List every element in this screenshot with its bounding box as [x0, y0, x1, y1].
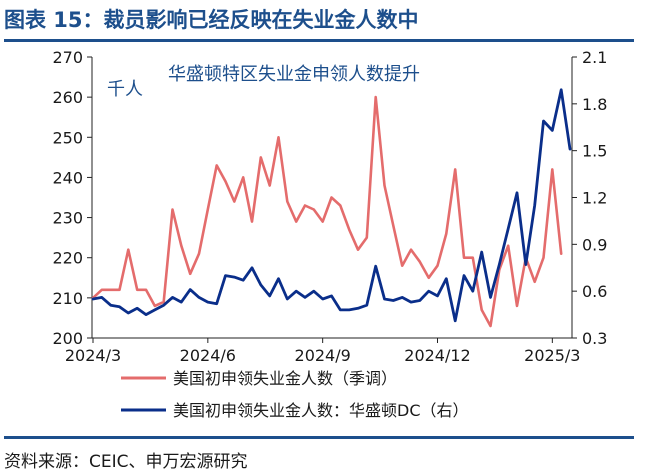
source-note: 资料来源：CEIC、申万宏源研究 — [4, 452, 248, 472]
right-tick-label: 0.6 — [582, 282, 607, 301]
chart-texts: 千人 华盛顿特区失业金申领人数提升 — [107, 64, 420, 100]
right-tick-label: 1.8 — [582, 95, 607, 114]
chart-axes: 200 210 220 230 240 250 260 270 0.3 0.6 0.9 1.2 1.5 1… — [52, 48, 607, 365]
footer-rule — [4, 436, 634, 439]
left-tick-label: 230 — [52, 209, 83, 228]
chart-legend: 美国初申领失业金人数（季调） 美国初申领失业金人数：华盛顿DC（右） — [121, 369, 469, 420]
chart-series — [91, 88, 572, 328]
x-tick-label: 2024/9 — [295, 346, 351, 365]
x-tick-label: 2024/6 — [180, 346, 236, 365]
x-tick-label: 2024/12 — [404, 346, 470, 365]
right-tick-label: 1.5 — [582, 142, 607, 161]
left-tick-label: 210 — [52, 289, 83, 308]
title-rule — [4, 39, 634, 42]
left-tick-label: 200 — [52, 329, 83, 348]
right-tick-label: 1.2 — [582, 189, 607, 208]
right-tick-label: 0.9 — [582, 235, 607, 254]
right-tick-label: 2.1 — [582, 48, 607, 67]
x-tick-label: 2024/3 — [65, 346, 121, 365]
left-tick-label: 250 — [52, 128, 83, 147]
national-claims-line — [91, 95, 563, 328]
legend-label: 美国初申领失业金人数：华盛顿DC（右） — [173, 401, 469, 420]
left-tick-label: 240 — [52, 168, 83, 187]
right-tick-label: 0.3 — [582, 329, 607, 348]
unit-label: 千人 — [107, 79, 143, 100]
legend-label: 美国初申领失业金人数（季调） — [173, 369, 397, 388]
left-tick-label: 260 — [52, 88, 83, 107]
chart-title: 图表 15：裁员影响已经反映在失业金人数中 — [4, 8, 419, 32]
left-tick-label: 220 — [52, 249, 83, 268]
left-tick-label: 270 — [52, 48, 83, 67]
dc-claims-line — [91, 88, 572, 323]
annotation-text: 华盛顿特区失业金申领人数提升 — [168, 64, 420, 85]
x-tick-label: 2025/3 — [524, 346, 580, 365]
